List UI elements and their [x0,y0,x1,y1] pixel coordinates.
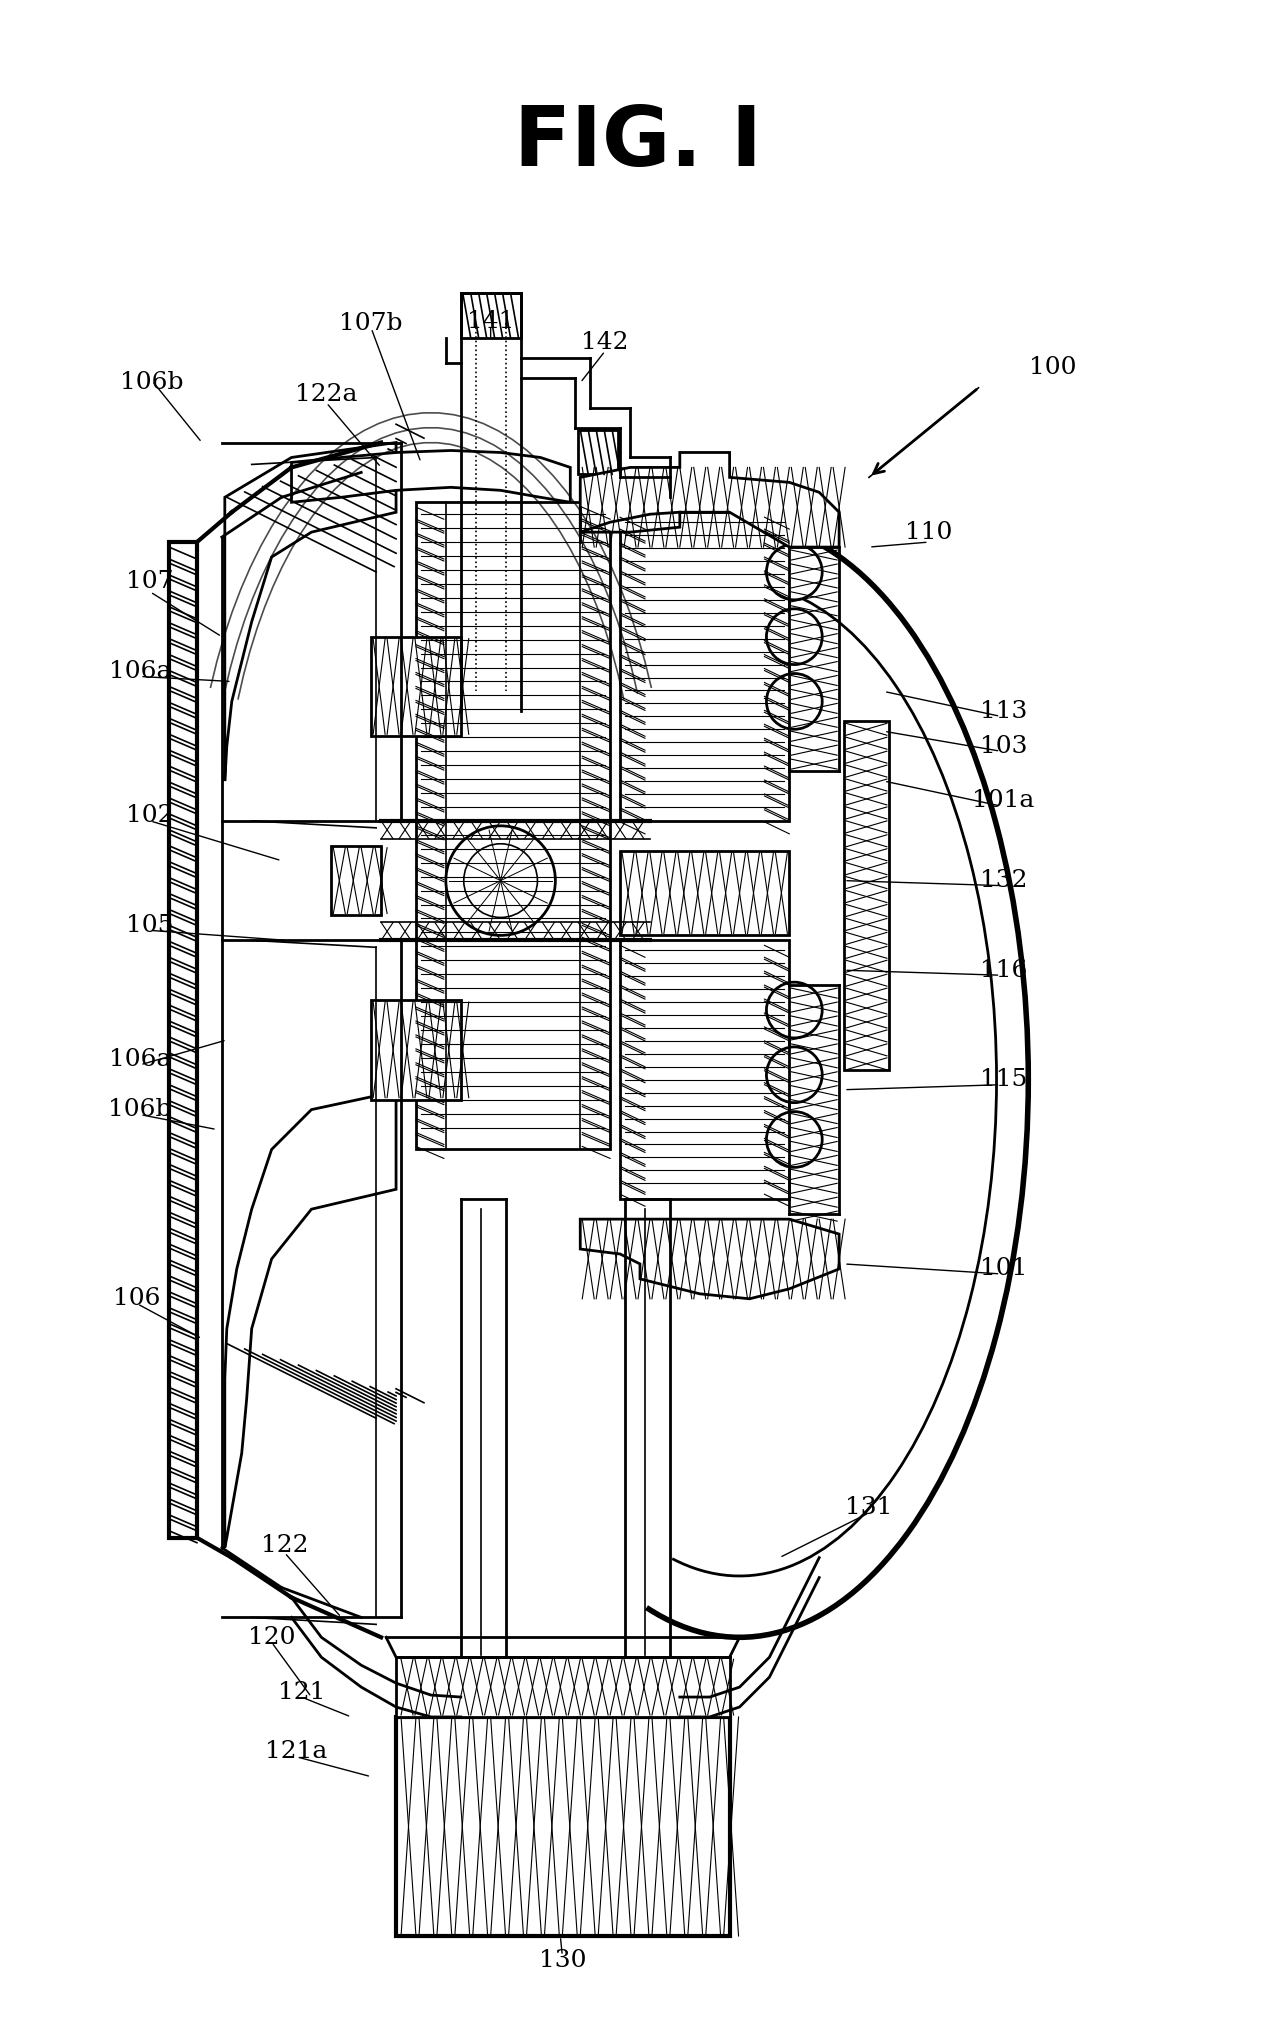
Polygon shape [580,1218,839,1298]
Text: 100: 100 [1029,356,1077,380]
Text: 106b: 106b [120,372,184,394]
Polygon shape [580,452,839,548]
Text: 106a: 106a [109,1049,171,1071]
Text: 106: 106 [114,1288,161,1310]
Bar [844,722,889,1069]
Text: 107b: 107b [340,311,404,335]
Text: 101: 101 [979,1257,1027,1280]
Bar [621,850,789,936]
Text: 106a: 106a [109,660,171,683]
Text: FIG. I: FIG. I [515,102,762,184]
Bar [416,503,610,1149]
Text: 101a: 101a [972,789,1034,811]
Polygon shape [225,444,396,781]
Bar [396,1658,729,1717]
Text: 102: 102 [126,805,174,828]
Polygon shape [225,1096,396,1547]
Polygon shape [291,450,571,503]
Bar [331,846,381,916]
Bar [621,513,789,822]
Text: 106b: 106b [109,1098,172,1120]
Circle shape [766,609,822,664]
Text: 115: 115 [979,1069,1027,1091]
Text: 110: 110 [905,521,953,544]
Text: 105: 105 [126,914,174,936]
Text: 131: 131 [845,1496,893,1519]
Text: 132: 132 [979,869,1027,891]
Bar [372,636,461,736]
Text: 141: 141 [467,309,515,333]
Text: 107: 107 [126,570,174,593]
Circle shape [766,544,822,599]
Circle shape [446,826,555,936]
Bar [461,292,521,337]
Bar [372,1000,461,1100]
Circle shape [766,1112,822,1167]
Bar [621,940,789,1200]
Text: 122: 122 [261,1535,308,1558]
Text: 116: 116 [979,959,1027,981]
Text: 142: 142 [581,331,628,354]
Text: 113: 113 [979,699,1027,724]
Circle shape [766,983,822,1038]
Text: 103: 103 [979,734,1027,758]
Circle shape [766,675,822,730]
Text: 121a: 121a [266,1739,328,1764]
Circle shape [766,1047,822,1102]
Text: 120: 120 [248,1625,295,1650]
Bar [396,1717,729,1936]
Text: 121: 121 [278,1680,326,1703]
Bar [578,429,618,474]
Text: 122a: 122a [295,382,358,407]
Bar [169,542,197,1537]
Text: 130: 130 [539,1950,586,1972]
